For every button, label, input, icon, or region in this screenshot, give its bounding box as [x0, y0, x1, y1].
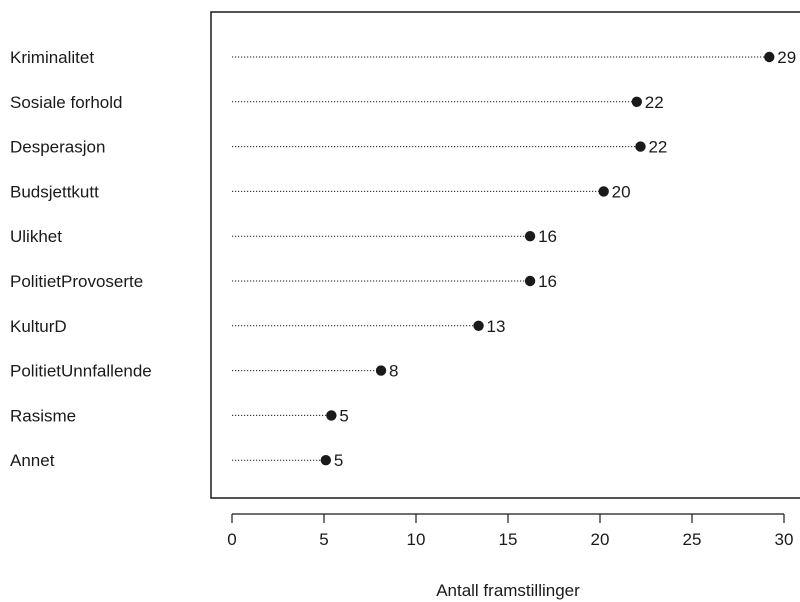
data-point [598, 186, 609, 197]
category-label: Ulikhet [10, 227, 62, 246]
value-label: 13 [487, 317, 506, 336]
category-label: Desperasjon [10, 138, 105, 157]
x-tick-label: 15 [499, 530, 518, 549]
data-point [524, 231, 536, 242]
category-label: PolitietUnnfallende [10, 362, 152, 381]
x-axis-label: Antall framstillinger [436, 581, 580, 600]
value-label: 5 [339, 406, 348, 425]
data-point [375, 365, 387, 376]
value-label: 20 [612, 182, 631, 201]
plot-frame [210, 11, 800, 499]
value-label: 16 [538, 227, 557, 246]
x-tick-label: 5 [319, 530, 328, 549]
x-tick-label: 25 [683, 530, 702, 549]
data-point [326, 410, 337, 421]
data-point [764, 51, 775, 63]
x-axis: 0 5 10 15 20 25 30 [227, 513, 794, 549]
category-label: Kriminalitet [10, 48, 94, 67]
x-tick-label: 30 [775, 530, 794, 549]
category-label: Rasisme [10, 406, 76, 425]
value-label: 29 [777, 48, 796, 67]
value-label: 22 [645, 93, 664, 112]
value-label: 22 [648, 138, 667, 157]
x-tick-label: 20 [591, 530, 610, 549]
category-rows: Kriminalitet 29 Sosiale forhold 22 Desperasj… [10, 48, 796, 470]
data-point [524, 275, 536, 287]
value-label: 16 [538, 272, 557, 291]
category-label: Budsjettkutt [10, 182, 99, 201]
value-label: 5 [334, 451, 343, 470]
category-label: Annet [10, 451, 55, 470]
category-label: PolitietProvoserte [10, 272, 143, 291]
x-tick-label: 10 [407, 530, 426, 549]
data-point [631, 96, 642, 108]
category-label: KulturD [10, 317, 67, 336]
data-point [320, 455, 332, 466]
data-point [635, 141, 646, 152]
category-label: Sosiale forhold [10, 93, 122, 112]
value-label: 8 [389, 362, 398, 381]
x-tick-label: 0 [227, 530, 236, 549]
data-point [473, 320, 484, 331]
